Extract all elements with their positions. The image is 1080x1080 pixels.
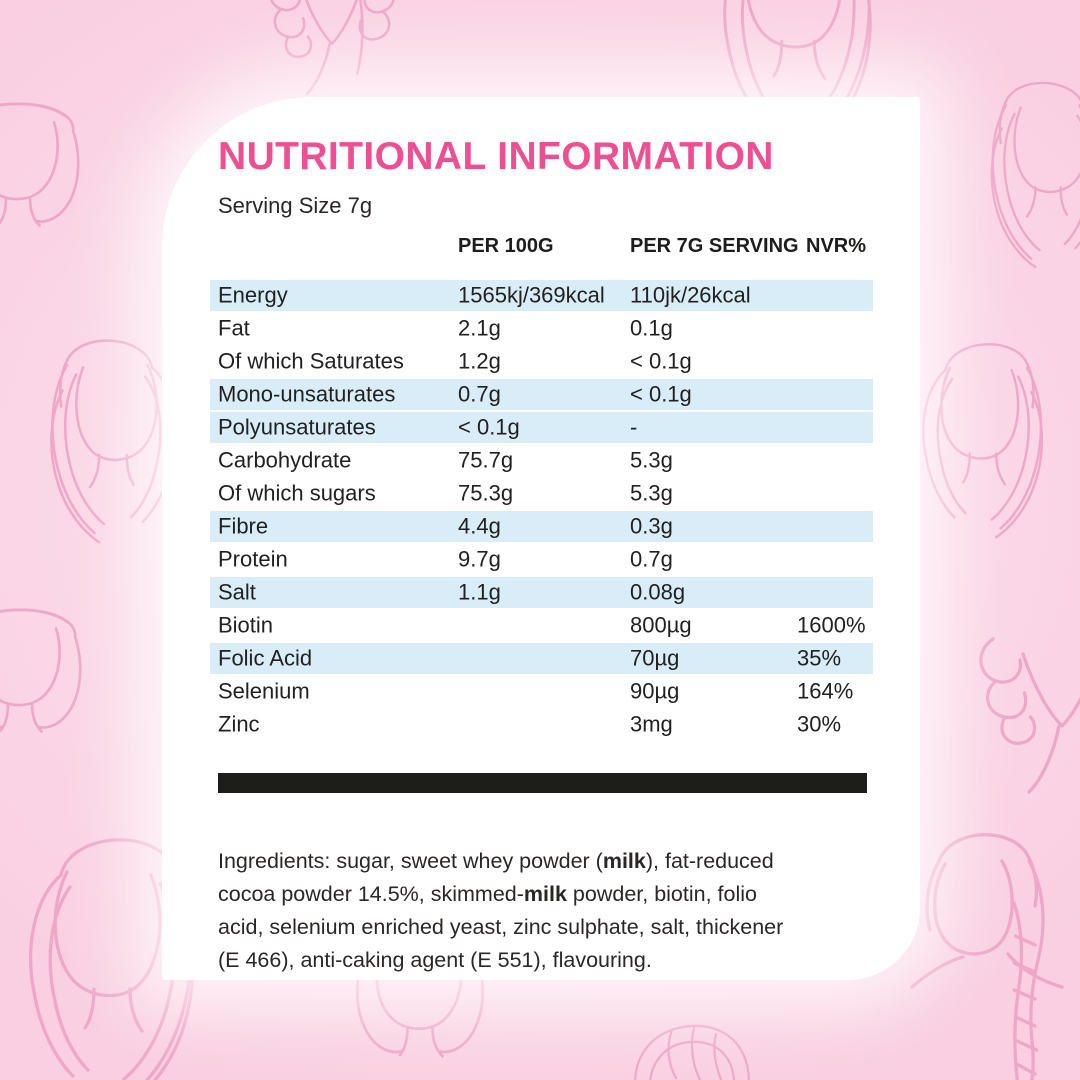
- table-row: Carbohydrate 75.7g 5.3g: [210, 445, 873, 476]
- column-header-per-7g-serving: PER 7G SERVING: [630, 235, 799, 257]
- table-row: Of which Saturates 1.2g < 0.1g: [210, 346, 873, 377]
- value-per-100g: 1.2g: [458, 347, 501, 373]
- table-row: Folic Acid 70µg 35%: [210, 643, 873, 674]
- nutrient-name: Energy: [218, 281, 288, 307]
- woman-long-hair-icon: [922, 343, 1044, 539]
- value-per-7g-serving: 0.3g: [630, 512, 673, 538]
- nutrient-name: Mono-unsaturates: [218, 380, 396, 406]
- value-per-7g-serving: 0.1g: [630, 314, 673, 340]
- value-per-100g: 1.1g: [458, 578, 501, 604]
- table-row: Protein 9.7g 0.7g: [210, 544, 873, 575]
- value-nvr-percent: 164%: [797, 677, 854, 703]
- woman-wavy-crown-icon: [633, 1024, 751, 1080]
- allergen-bold-text: milk: [602, 848, 646, 873]
- table-row: Energy 1565kj/369kcal 110jk/26kcal: [210, 280, 873, 311]
- table-header-row: PER 100G PER 7G SERVING NVR%: [162, 235, 920, 261]
- value-per-7g-serving: 0.7g: [630, 545, 673, 571]
- page-title: NUTRITIONAL INFORMATION: [218, 135, 774, 178]
- table-row: Zinc 3mg 30%: [210, 709, 873, 740]
- column-header-per-100g: PER 100G: [458, 235, 554, 257]
- nutrient-name: Folic Acid: [218, 644, 313, 670]
- value-per-7g-serving: < 0.1g: [630, 347, 692, 373]
- allergen-bold-text: milk: [523, 881, 567, 906]
- nutrient-name: Fat: [218, 314, 250, 340]
- nutrient-name: Zinc: [218, 710, 260, 736]
- value-nvr-percent: 1600%: [797, 611, 866, 637]
- ingredients-segment: Ingredients: sugar, sweet whey powder (: [218, 848, 603, 873]
- value-per-100g: 75.7g: [458, 446, 514, 472]
- table-row: Polyunsaturates < 0.1g -: [210, 412, 873, 443]
- nutrient-name: Polyunsaturates: [218, 413, 376, 439]
- woman-curly-hair-icon: [979, 637, 1080, 794]
- nutrient-name: Fibre: [218, 512, 269, 538]
- table-row: Salt 1.1g 0.08g: [210, 577, 873, 608]
- nutrient-name: Of which Saturates: [218, 347, 404, 373]
- table-row: Fibre 4.4g 0.3g: [210, 511, 873, 542]
- value-per-7g-serving: 70µg: [630, 644, 680, 670]
- value-per-100g: 9.7g: [458, 545, 501, 571]
- table-rows: Energy 1565kj/369kcal 110jk/26kcal Fat 2.1g 0…: [210, 280, 873, 742]
- nutrient-name: Selenium: [218, 677, 310, 703]
- value-nvr-percent: 35%: [797, 644, 842, 670]
- table-row: Biotin 800µg 1600%: [210, 610, 873, 641]
- value-per-7g-serving: 5.3g: [630, 479, 673, 505]
- value-per-100g: < 0.1g: [458, 413, 520, 439]
- nutrition-label-card: NUTRITIONAL INFORMATION Serving Size 7g …: [162, 97, 920, 980]
- woman-fishtail-braid-icon: [910, 833, 1064, 1080]
- value-per-100g: 2.1g: [458, 314, 501, 340]
- woman-face-headband-icon: [0, 102, 80, 227]
- value-per-100g: 1565kj/369kcal: [458, 281, 605, 307]
- value-per-100g: 75.3g: [458, 479, 514, 505]
- nutrient-name: Of which sugars: [218, 479, 376, 505]
- woman-bob-hair-icon: [0, 608, 82, 733]
- value-per-7g-serving: 3mg: [630, 710, 673, 736]
- woman-wavy-hair-icon: [50, 339, 177, 544]
- woman-curly-hair-icon: [268, 0, 396, 96]
- serving-size-label: Serving Size 7g: [218, 193, 373, 218]
- value-per-7g-serving: 800µg: [630, 611, 692, 637]
- ingredients-text: Ingredients: sugar, sweet whey powder (m…: [218, 845, 858, 977]
- value-nvr-percent: 30%: [797, 710, 842, 736]
- nutrient-name: Protein: [218, 545, 288, 571]
- value-per-7g-serving: 0.08g: [630, 578, 686, 604]
- ingredients-segment: ), fat-reduced cocoa powder 14.5%, skimm…: [218, 848, 774, 906]
- divider-bar: [218, 773, 867, 793]
- ingredients-segment: powder, biotin, folio acid, selenium enr…: [218, 881, 784, 972]
- value-per-100g: 4.4g: [458, 512, 501, 538]
- value-per-7g-serving: < 0.1g: [630, 380, 692, 406]
- value-per-100g: 0.7g: [458, 380, 501, 406]
- table-row: Fat 2.1g 0.1g: [210, 313, 873, 344]
- column-header-nvr-percent: NVR%: [806, 235, 867, 257]
- table-row: Mono-unsaturates 0.7g < 0.1g: [210, 379, 873, 410]
- value-per-7g-serving: 90µg: [630, 677, 680, 703]
- value-per-7g-serving: 5.3g: [630, 446, 673, 472]
- nutrient-name: Biotin: [218, 611, 274, 637]
- nutrient-name: Salt: [218, 578, 256, 604]
- woman-short-hair-icon: [990, 81, 1080, 269]
- nutrient-name: Carbohydrate: [218, 446, 352, 472]
- value-per-7g-serving: -: [630, 413, 638, 439]
- value-per-7g-serving: 110jk/26kcal: [630, 281, 751, 307]
- table-row: Selenium 90µg 164%: [210, 676, 873, 707]
- table-row: Of which sugars 75.3g 5.3g: [210, 478, 873, 509]
